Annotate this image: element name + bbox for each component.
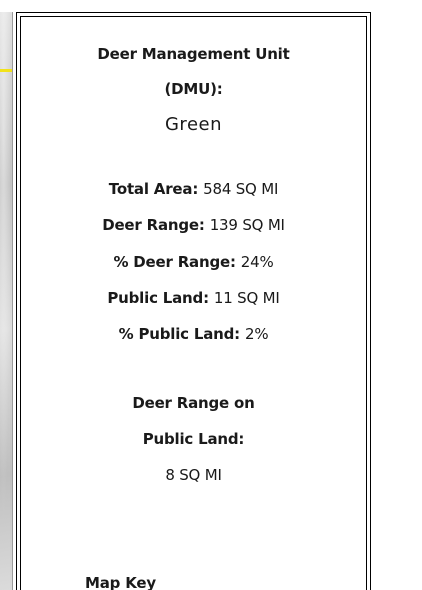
stat-label: % Public Land	[118, 325, 235, 343]
stat-separator: :	[192, 180, 204, 198]
map-key-heading: Map Key	[85, 574, 156, 590]
dmu-heading-line2: (DMU):	[164, 80, 223, 98]
stat-label: Public Land	[107, 289, 204, 307]
stat-public-land: Public Land: 11 SQ MI	[21, 289, 366, 307]
stat-label: % Deer Range	[113, 253, 230, 271]
stat-separator: :	[203, 289, 214, 307]
stat-separator: :	[234, 325, 245, 343]
stat-value: 24%	[240, 253, 274, 271]
stat-pct-deer-range: % Deer Range: 24%	[21, 253, 366, 271]
info-panel-frame: Deer Management Unit (DMU): Green Total …	[16, 12, 371, 590]
public-range-heading-line1: Deer Range on	[132, 394, 255, 412]
stat-value: 584 SQ MI	[203, 180, 279, 198]
stat-value: 2%	[244, 325, 269, 343]
dmu-unit-name: Green	[164, 114, 222, 135]
public-range-heading-line2: Public Land:	[142, 430, 245, 448]
stat-separator: :	[198, 216, 210, 234]
stat-pct-public-land: % Public Land: 2%	[21, 325, 366, 343]
dmu-boundary-line	[0, 69, 12, 72]
stat-label: Deer Range	[102, 216, 199, 234]
stat-value: 139 SQ MI	[209, 216, 285, 234]
map-background[interactable]	[0, 12, 13, 590]
stat-label: Total Area	[108, 180, 193, 198]
dmu-heading-line1: Deer Management Unit	[97, 45, 290, 63]
stat-value: 11 SQ MI	[213, 289, 280, 307]
stat-separator: :	[229, 253, 241, 271]
info-panel: Deer Management Unit (DMU): Green Total …	[20, 16, 367, 590]
stat-total-area: Total Area: 584 SQ MI	[21, 180, 366, 198]
public-range-value: 8 SQ MI	[165, 466, 222, 484]
stat-deer-range: Deer Range: 139 SQ MI	[21, 216, 366, 234]
